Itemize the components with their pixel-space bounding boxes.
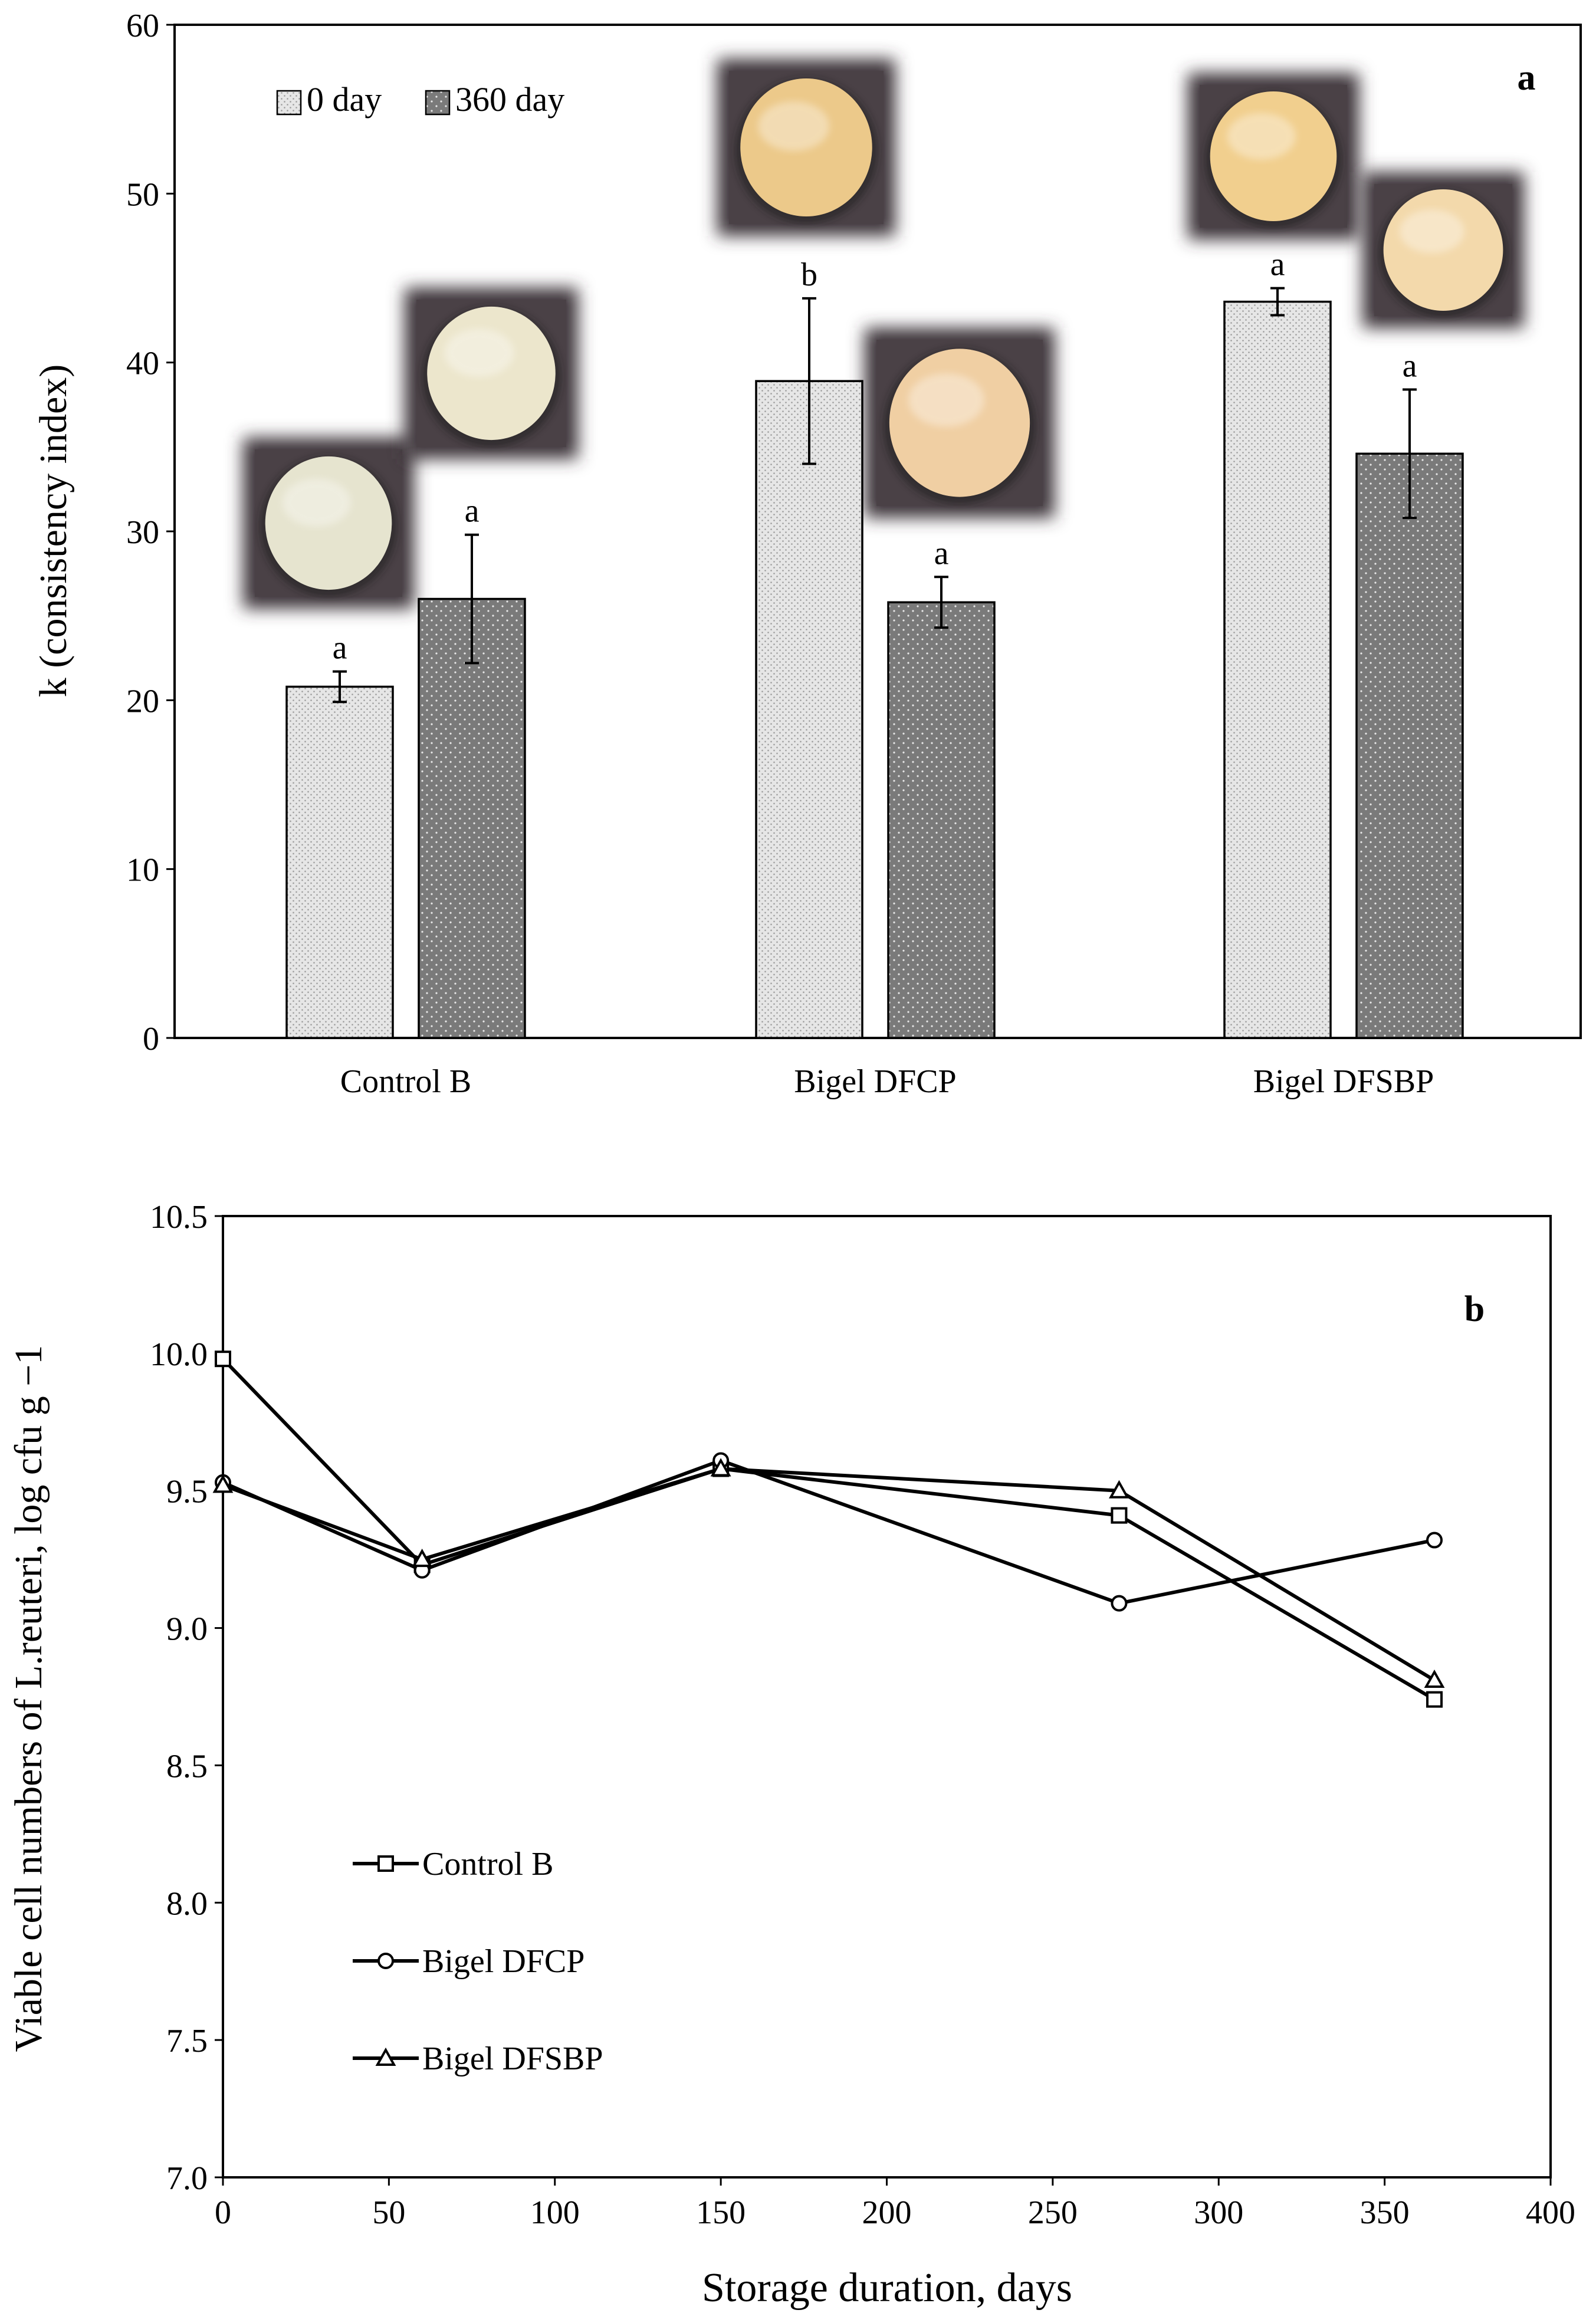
- x-tick-label-b: 0: [215, 2194, 231, 2231]
- series-lines-b: [212, 1351, 1445, 1708]
- panel-label-b: b: [1464, 1289, 1485, 1329]
- y-tick-label-b: 10.5: [150, 1199, 208, 1236]
- y-tick-label-b: 7.5: [166, 2023, 208, 2059]
- y-tick-label-b: 9.0: [166, 1611, 208, 1648]
- x-tick-label-b: 350: [1360, 2194, 1410, 2231]
- panel-b-line-chart: 7.0 7.5 8.0 8.5 9.0 9.5 10.0 10.5 0 50 100 150 200 2…: [7, 1199, 1575, 2311]
- sample-photo: [405, 288, 578, 459]
- plot-frame-b: [222, 1215, 1552, 2179]
- marker-triangle: [375, 2047, 396, 2066]
- legend-label-b: Bigel DFSBP: [422, 2041, 603, 2077]
- y-tick-label-a: 50: [126, 176, 159, 213]
- y-axis-b: 7.0 7.5 8.0 8.5 9.0 9.5 10.0 10.5: [150, 1199, 223, 2197]
- marker-triangle: [710, 1458, 731, 1477]
- sample-photo: [1188, 73, 1359, 239]
- y-tick-label-b: 7.0: [166, 2160, 208, 2197]
- y-axis-label-a: k (consistency index): [32, 364, 75, 698]
- y-tick-label-a: 40: [126, 346, 159, 382]
- y-tick-label-b: 8.5: [166, 1748, 208, 1785]
- x-tick-label-a: Bigel DFSBP: [1253, 1063, 1434, 1100]
- marker-triangle: [1424, 1669, 1445, 1688]
- significance-letter: a: [1270, 247, 1285, 283]
- marker-triangle: [212, 1474, 234, 1493]
- legend-label-b: Control B: [422, 1846, 553, 1882]
- panel-a-bar-chart: 0 10 20 30 40 50 60 a a b a a a Control B Bigel DFCP…: [32, 8, 1582, 1100]
- marker-circle: [1426, 1532, 1443, 1549]
- sample-photo: [1362, 172, 1524, 328]
- x-axis-b: 0 50 100 150 200 250 300 350 400: [215, 2177, 1575, 2231]
- marker-triangle: [412, 1549, 433, 1568]
- x-tick-label-a: Bigel DFCP: [794, 1063, 956, 1100]
- sample-photo: [717, 59, 895, 236]
- marker-circle: [1111, 1595, 1128, 1612]
- sample-photo: [865, 328, 1055, 518]
- x-tick-label-b: 400: [1526, 2194, 1575, 2231]
- y-tick-label-a: 20: [126, 683, 159, 719]
- x-tick-label-b: 300: [1194, 2194, 1243, 2231]
- marker-triangle: [1109, 1480, 1129, 1499]
- legend-label-b: Bigel DFCP: [422, 1943, 584, 1980]
- bar: [418, 597, 526, 1039]
- legend-b: Control B Bigel DFCP Bigel DFSBP: [353, 1846, 603, 2077]
- x-tick-label-b: 50: [372, 2194, 405, 2231]
- sample-photos: [243, 59, 1524, 609]
- x-tick-label-b: 150: [696, 2194, 746, 2231]
- series-line: [221, 1358, 1436, 1701]
- significance-letter: a: [1403, 347, 1417, 384]
- bar: [1355, 452, 1464, 1039]
- x-axis-a: Control B Bigel DFCP Bigel DFSBP: [340, 1063, 1434, 1100]
- bar: [755, 380, 863, 1039]
- y-tick-label-a: 30: [126, 514, 159, 551]
- marker-square: [215, 1351, 231, 1368]
- legend-swatch-360-day: [425, 90, 451, 116]
- x-tick-label-b: 100: [530, 2194, 580, 2231]
- y-tick-label-b: 8.0: [166, 1885, 208, 1922]
- marker-square: [377, 1855, 394, 1872]
- y-axis-a: 0 10 20 30 40 50 60: [126, 8, 175, 1057]
- sample-photo: [243, 438, 414, 609]
- significance-letter: a: [333, 630, 347, 666]
- x-axis-label-b: Storage duration, days: [702, 2265, 1072, 2311]
- significance-letter: a: [465, 493, 480, 530]
- legend-swatch-0-day: [276, 90, 302, 116]
- y-tick-label-a: 60: [126, 8, 159, 44]
- marker-square: [1111, 1507, 1128, 1524]
- significance-letter: b: [801, 257, 817, 293]
- y-axis-label-b: Viable cell numbers of L.reuteri, log cf…: [7, 1345, 50, 2052]
- y-tick-label-a: 0: [143, 1021, 159, 1057]
- legend-label-0-day: 0 day: [307, 80, 382, 119]
- significance-letter: a: [934, 535, 949, 571]
- y-tick-label-b: 10.0: [150, 1336, 208, 1373]
- bar: [887, 601, 996, 1039]
- bar: [1223, 300, 1332, 1039]
- legend-a: 0 day 360 day: [276, 80, 564, 119]
- panel-label-a: a: [1518, 58, 1536, 98]
- x-tick-label-b: 200: [862, 2194, 912, 2231]
- legend-label-360-day: 360 day: [455, 80, 564, 119]
- marker-circle: [377, 1953, 394, 1969]
- marker-square: [1426, 1691, 1443, 1708]
- y-tick-label-b: 9.5: [166, 1474, 208, 1510]
- bar: [285, 685, 394, 1039]
- x-tick-label-a: Control B: [340, 1063, 471, 1100]
- bars-a: a a b a a a: [285, 247, 1464, 1039]
- y-tick-label-a: 10: [126, 852, 159, 889]
- x-tick-label-b: 250: [1028, 2194, 1078, 2231]
